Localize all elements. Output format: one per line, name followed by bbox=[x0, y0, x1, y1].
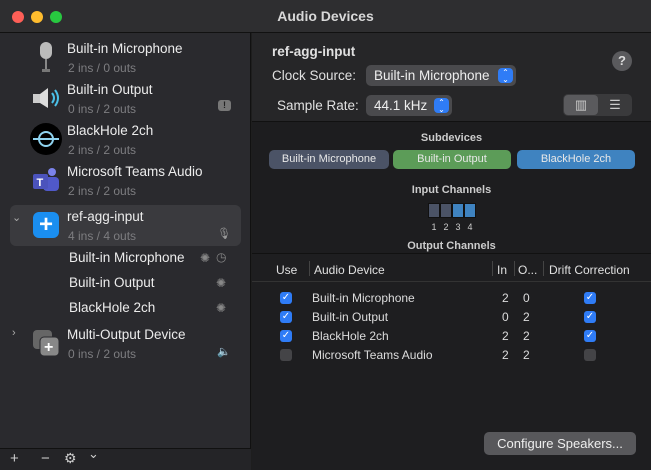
device-item-built-in-microphone[interactable]: Built-in Microphone 2 ins / 0 outs bbox=[10, 37, 241, 78]
subdevice-table: Use Audio Device In O... Drift Correctio… bbox=[252, 254, 651, 470]
clock-icon: ◷ bbox=[216, 250, 227, 264]
stepper-icon: ⌃ ⌄ bbox=[434, 98, 449, 114]
zoom-button[interactable] bbox=[50, 11, 62, 23]
waveform-icon: ✺ bbox=[216, 301, 227, 315]
in-count: 0 bbox=[502, 310, 509, 324]
output-channels-heading: Output Channels bbox=[407, 240, 496, 252]
sidebar-toolbar: + − ⚙ ⌄ bbox=[0, 446, 251, 470]
subdevice-blackhole-2ch[interactable]: BlackHole 2ch bbox=[69, 300, 156, 315]
add-device-button[interactable]: + bbox=[10, 450, 19, 467]
table-row: Microsoft Teams Audio 2 2 bbox=[252, 346, 651, 365]
in-count: 2 bbox=[502, 291, 509, 305]
device-item-multi-output-device[interactable]: › + Multi-Output Device 0 ins / 2 outs 🔈 bbox=[12, 327, 231, 361]
chevron-down-icon[interactable]: ⌄ bbox=[88, 446, 99, 461]
drift-correction-checkbox[interactable]: ✓ bbox=[584, 311, 596, 323]
sample-rate-label: Sample Rate: bbox=[277, 98, 359, 113]
out-count: 2 bbox=[523, 348, 530, 362]
device-item-built-in-output[interactable]: Built-in Output 0 ins / 2 outs ! bbox=[10, 78, 241, 119]
device-item-ref-agg-input[interactable]: ⌄ + ref-agg-input 4 ins / 4 outs 🎙 bbox=[10, 205, 241, 246]
input-channel-3 bbox=[452, 203, 464, 218]
alert-bubble-icon: ! bbox=[218, 100, 231, 111]
device-title: ref-agg-input bbox=[272, 44, 356, 59]
column-drift-correction[interactable]: Drift Correction bbox=[549, 263, 630, 277]
table-row: ✓ BlackHole 2ch 2 2 ✓ bbox=[252, 327, 651, 346]
device-name: Built-in Microphone bbox=[312, 291, 415, 305]
chevron-right-icon[interactable]: › bbox=[12, 327, 16, 339]
columns-view-icon[interactable]: ▥ bbox=[564, 95, 598, 115]
input-channel-1 bbox=[428, 203, 440, 218]
close-button[interactable] bbox=[12, 11, 24, 23]
clock-source-label: Clock Source: bbox=[272, 68, 357, 83]
device-item-microsoft-teams-audio[interactable]: T Microsoft Teams Audio 2 ins / 2 outs bbox=[10, 160, 241, 201]
blackhole-icon bbox=[30, 123, 62, 155]
gear-icon[interactable]: ⚙ bbox=[64, 450, 77, 466]
device-name: Built-in Output bbox=[312, 310, 389, 324]
stepper-icon: ⌃ ⌄ bbox=[498, 68, 513, 84]
window-title: Audio Devices bbox=[277, 8, 374, 24]
drift-correction-checkbox[interactable]: ✓ bbox=[584, 292, 596, 304]
chevron-down-icon[interactable]: ⌄ bbox=[12, 212, 22, 224]
remove-device-button[interactable]: − bbox=[41, 450, 50, 467]
table-row: ✓ Built-in Output 0 2 ✓ bbox=[252, 308, 651, 327]
clock-source-select[interactable]: Built-in Microphone ⌃ ⌄ bbox=[366, 65, 516, 86]
device-name: BlackHole 2ch bbox=[312, 329, 389, 343]
rows-view-icon[interactable]: ☰ bbox=[609, 97, 621, 112]
use-checkbox[interactable]: ✓ bbox=[280, 311, 292, 323]
subdevice-built-in-microphone[interactable]: Built-in Microphone bbox=[69, 250, 185, 265]
help-button[interactable]: ? bbox=[612, 51, 632, 71]
column-in[interactable]: In bbox=[497, 263, 508, 277]
out-count: 2 bbox=[523, 310, 530, 324]
channel-number: 2 bbox=[443, 222, 449, 232]
svg-text:T: T bbox=[37, 177, 44, 189]
speaker-icon: 🔈 bbox=[217, 346, 231, 358]
configure-speakers-button[interactable]: Configure Speakers... bbox=[484, 432, 636, 455]
use-checkbox[interactable] bbox=[280, 349, 292, 361]
subdevice-chip-blackhole-2ch[interactable]: BlackHole 2ch bbox=[517, 150, 635, 169]
view-toggle: ▥ ☰ bbox=[563, 94, 632, 116]
channel-map: Subdevices Built-in Microphone Built-in … bbox=[252, 122, 651, 254]
waveform-icon: ✺ bbox=[200, 251, 211, 265]
teams-icon: T bbox=[30, 164, 62, 196]
input-channel-4 bbox=[464, 203, 476, 218]
drift-correction-checkbox[interactable]: ✓ bbox=[584, 330, 596, 342]
device-sidebar: Built-in Microphone 2 ins / 0 outs Built… bbox=[0, 33, 251, 470]
device-settings-header: ref-agg-input Clock Source: Built-in Mic… bbox=[252, 33, 651, 122]
svg-text:+: + bbox=[44, 339, 53, 356]
column-out[interactable]: O... bbox=[518, 263, 538, 277]
waveform-icon: ✺ bbox=[216, 276, 227, 290]
sample-rate-select[interactable]: 44.1 kHz ⌃ ⌄ bbox=[366, 95, 452, 116]
use-checkbox[interactable]: ✓ bbox=[280, 330, 292, 342]
input-channel-2 bbox=[440, 203, 452, 218]
input-channels-heading: Input Channels bbox=[411, 184, 492, 196]
microphone-icon bbox=[30, 41, 62, 73]
channel-number: 3 bbox=[455, 222, 461, 232]
channel-number: 4 bbox=[467, 222, 473, 232]
channel-number: 1 bbox=[431, 222, 437, 232]
drift-correction-checkbox[interactable] bbox=[584, 349, 596, 361]
speaker-icon bbox=[30, 82, 62, 114]
subdevice-built-in-output[interactable]: Built-in Output bbox=[69, 275, 155, 290]
subdevices-heading: Subdevices bbox=[420, 132, 483, 144]
out-count: 2 bbox=[523, 329, 530, 343]
subdevice-chip-built-in-microphone[interactable]: Built-in Microphone bbox=[269, 150, 389, 169]
table-row: ✓ Built-in Microphone 2 0 ✓ bbox=[252, 289, 651, 308]
multi-output-icon: + bbox=[30, 327, 62, 359]
use-checkbox[interactable]: ✓ bbox=[280, 292, 292, 304]
aggregate-device-icon: + bbox=[30, 209, 62, 241]
subdevice-chip-built-in-output[interactable]: Built-in Output bbox=[393, 150, 511, 169]
title-bar: Audio Devices bbox=[0, 0, 651, 33]
device-name: Microsoft Teams Audio bbox=[312, 348, 433, 362]
minimize-button[interactable] bbox=[31, 11, 43, 23]
in-count: 2 bbox=[502, 329, 509, 343]
microphone-icon: 🎙 bbox=[217, 228, 231, 240]
device-item-blackhole-2ch[interactable]: BlackHole 2ch 2 ins / 2 outs bbox=[10, 119, 241, 160]
in-count: 2 bbox=[502, 348, 509, 362]
column-audio-device[interactable]: Audio Device bbox=[314, 263, 385, 277]
out-count: 0 bbox=[523, 291, 530, 305]
column-use[interactable]: Use bbox=[276, 263, 298, 277]
